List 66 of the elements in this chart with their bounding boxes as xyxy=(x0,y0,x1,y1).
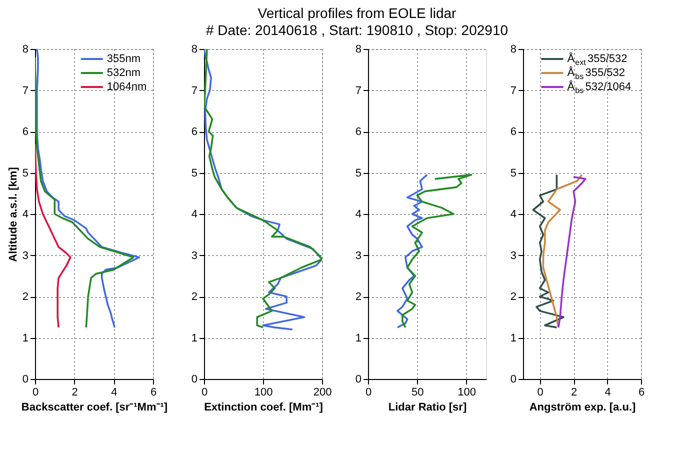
y-tick-label: 2 xyxy=(191,291,198,303)
x-tick-label: 6 xyxy=(150,386,157,398)
x-axis-title: Backscatter coef. [sr⁻¹Mm⁻¹] xyxy=(21,402,168,414)
x-tick-label: 0 xyxy=(365,386,372,398)
line-series xyxy=(558,176,586,328)
y-tick-label: 1 xyxy=(510,332,516,344)
y-tick-label: 7 xyxy=(22,84,28,97)
y-tick-label: 6 xyxy=(22,126,28,138)
x-tick-label: 2 xyxy=(72,386,78,398)
x-tick-label: 200 xyxy=(313,386,332,398)
y-tick-label: 2 xyxy=(22,291,28,303)
y-tick-label: 4 xyxy=(191,208,198,220)
y-tick-label: 7 xyxy=(355,84,362,97)
y-tick-label: 5 xyxy=(355,167,362,180)
x-axis-title: Extinction coef. [Mm⁻¹] xyxy=(204,402,324,414)
x-tick-label: 6 xyxy=(638,386,645,398)
y-tick-label: 0 xyxy=(510,374,516,386)
y-tick-label: 3 xyxy=(22,250,28,262)
line-series xyxy=(35,142,72,328)
x-tick-label: 0 xyxy=(201,386,208,398)
x-tick-label: 50 xyxy=(412,386,424,398)
y-axis-title: Altitude a.s.l. [km] xyxy=(7,166,20,262)
y-tick-label: 6 xyxy=(510,126,516,138)
y-tick-label: 1 xyxy=(22,332,28,344)
y-tick-label: 6 xyxy=(191,126,198,138)
line-series xyxy=(542,174,583,328)
x-tick-label: 4 xyxy=(604,386,611,398)
y-tick-label: 5 xyxy=(191,167,198,180)
y-tick-label: 5 xyxy=(22,167,28,180)
y-tick-label: 8 xyxy=(191,44,198,56)
y-tick-label: 1 xyxy=(191,332,198,344)
y-tick-label: 0 xyxy=(191,374,198,386)
x-tick-label: 100 xyxy=(254,386,273,398)
y-tick-label: 4 xyxy=(510,208,516,220)
y-tick-label: 5 xyxy=(510,167,516,180)
x-axis-title: Angström exp. [a.u.] xyxy=(529,402,636,414)
text: Vertical profiles from EOLE lidar xyxy=(258,5,457,21)
line-series xyxy=(402,174,472,328)
y-tick-label: 1 xyxy=(355,332,362,344)
y-tick-label: 8 xyxy=(22,44,28,56)
x-tick-label: 4 xyxy=(111,386,118,398)
y-tick-label: 7 xyxy=(191,84,198,97)
y-tick-label: 0 xyxy=(22,374,28,386)
text: # Date: 20140618 , Start: 190810 , Stop: 202910 xyxy=(206,22,508,38)
x-axis-title: Lidar Ratio [sr] xyxy=(388,402,467,414)
legend-label: 532nm xyxy=(106,67,141,79)
legend-label: 1064nm xyxy=(106,81,147,93)
line-series xyxy=(532,174,564,328)
y-tick-label: 8 xyxy=(355,44,362,56)
y-tick-label: 6 xyxy=(355,126,362,138)
y-tick-label: 3 xyxy=(355,250,362,262)
y-tick-label: 4 xyxy=(22,208,28,220)
x-tick-label: 0 xyxy=(537,386,544,398)
line-series xyxy=(396,174,428,328)
legend-label: 355nm xyxy=(106,53,141,65)
x-tick-label: 0 xyxy=(32,386,39,398)
x-tick-label: 2 xyxy=(571,386,578,398)
y-tick-label: 2 xyxy=(355,291,362,303)
x-tick-label: 100 xyxy=(458,386,476,398)
y-tick-label: 7 xyxy=(510,84,516,97)
y-tick-label: 0 xyxy=(355,374,362,386)
y-tick-label: 8 xyxy=(510,44,516,56)
y-tick-label: 4 xyxy=(355,208,362,220)
y-tick-label: 3 xyxy=(510,250,516,262)
y-tick-label: 2 xyxy=(510,291,516,303)
y-tick-label: 3 xyxy=(191,250,198,262)
